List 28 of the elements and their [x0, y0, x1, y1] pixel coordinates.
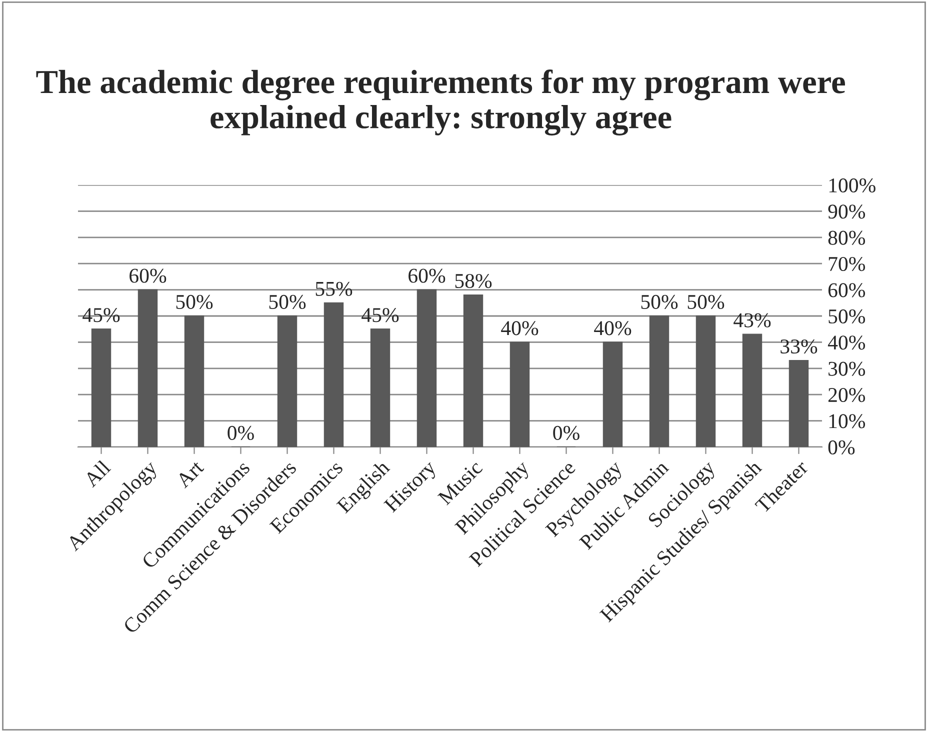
data-label: 40%	[501, 321, 538, 336]
y-tick-label: 70%	[828, 256, 866, 272]
y-tick-label: 90%	[828, 204, 866, 219]
data-label: 50%	[269, 294, 306, 310]
y-tick-label: 100%	[829, 178, 876, 192]
data-label: 0%	[228, 426, 254, 440]
data-label: 60%	[130, 268, 166, 283]
data-label: 43%	[734, 313, 771, 328]
y-tick-label: 80%	[828, 230, 866, 245]
y-tick-label: 0%	[828, 440, 855, 454]
data-label: 50%	[688, 294, 724, 310]
y-tick-label: 50%	[828, 309, 866, 324]
y-tick-label: 10%	[829, 414, 866, 428]
chart-title: The academic degree requirements for my program were explained clearly: strongly agree	[36, 70, 845, 136]
y-tick-label: 40%	[828, 336, 866, 350]
data-label: 0%	[553, 426, 580, 440]
data-label: 45%	[82, 308, 120, 322]
data-label: 55%	[316, 282, 352, 296]
y-tick-label: 30%	[828, 362, 866, 376]
data-label: 50%	[641, 294, 678, 310]
y-tick-label: 60%	[828, 283, 866, 298]
data-label: 60%	[408, 268, 446, 283]
data-label: 45%	[362, 308, 399, 322]
data-label: 58%	[455, 274, 492, 288]
data-label: 33%	[780, 339, 818, 354]
data-label: 50%	[176, 294, 213, 310]
y-tick-label: 20%	[828, 388, 866, 402]
data-label: 40%	[594, 321, 632, 336]
